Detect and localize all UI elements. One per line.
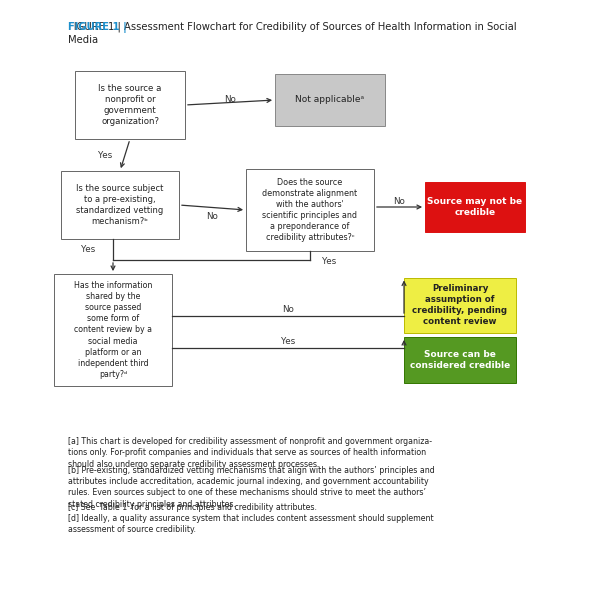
FancyBboxPatch shape bbox=[404, 337, 516, 383]
FancyBboxPatch shape bbox=[75, 71, 185, 139]
FancyBboxPatch shape bbox=[61, 171, 179, 239]
Text: Is the source a
nonprofit or
government
organization?: Is the source a nonprofit or government … bbox=[98, 84, 162, 126]
Text: FIGURE 1 |: FIGURE 1 | bbox=[68, 22, 130, 33]
Text: Not applicableᵃ: Not applicableᵃ bbox=[296, 96, 365, 105]
Text: [b] Pre-existing, standardized vetting mechanisms that align with the authors’ p: [b] Pre-existing, standardized vetting m… bbox=[68, 466, 435, 509]
Text: [c] See  Table 1  for a list of principles and credibility attributes.: [c] See Table 1 for a list of principles… bbox=[68, 503, 317, 512]
Text: No: No bbox=[207, 212, 219, 221]
Text: No: No bbox=[394, 196, 405, 206]
Text: Is the source subject
to a pre-existing,
standardized vetting
mechanism?ᵇ: Is the source subject to a pre-existing,… bbox=[76, 184, 164, 226]
Text: [a] This chart is developed for credibility assessment of nonprofit and governme: [a] This chart is developed for credibil… bbox=[68, 437, 432, 469]
Text: Has the information
shared by the
source passed
some form of
content review by a: Has the information shared by the source… bbox=[74, 281, 152, 379]
FancyBboxPatch shape bbox=[425, 182, 525, 232]
Text: Yes: Yes bbox=[281, 337, 295, 346]
Text: No: No bbox=[224, 95, 236, 103]
FancyBboxPatch shape bbox=[275, 74, 385, 126]
FancyBboxPatch shape bbox=[54, 274, 172, 386]
Text: Preliminary
assumption of
credibility, pending
content review: Preliminary assumption of credibility, p… bbox=[413, 284, 508, 326]
Text: Yes: Yes bbox=[322, 256, 336, 265]
Text: FIGURE 1 | Assessment Flowchart for Credibility of Sources of Health Information: FIGURE 1 | Assessment Flowchart for Cred… bbox=[68, 22, 517, 46]
FancyBboxPatch shape bbox=[404, 278, 516, 333]
Text: Yes: Yes bbox=[98, 151, 112, 160]
Text: [d] Ideally, a quality assurance system that includes content assessment should : [d] Ideally, a quality assurance system … bbox=[68, 514, 434, 534]
Text: No: No bbox=[282, 306, 294, 314]
FancyBboxPatch shape bbox=[246, 169, 374, 251]
Text: Source can be
considered credible: Source can be considered credible bbox=[410, 350, 510, 370]
Text: Does the source
demonstrate alignment
with the authors'
scientific principles an: Does the source demonstrate alignment wi… bbox=[262, 178, 358, 242]
Text: Source may not be
credible: Source may not be credible bbox=[427, 197, 522, 217]
Text: Yes: Yes bbox=[81, 245, 95, 254]
